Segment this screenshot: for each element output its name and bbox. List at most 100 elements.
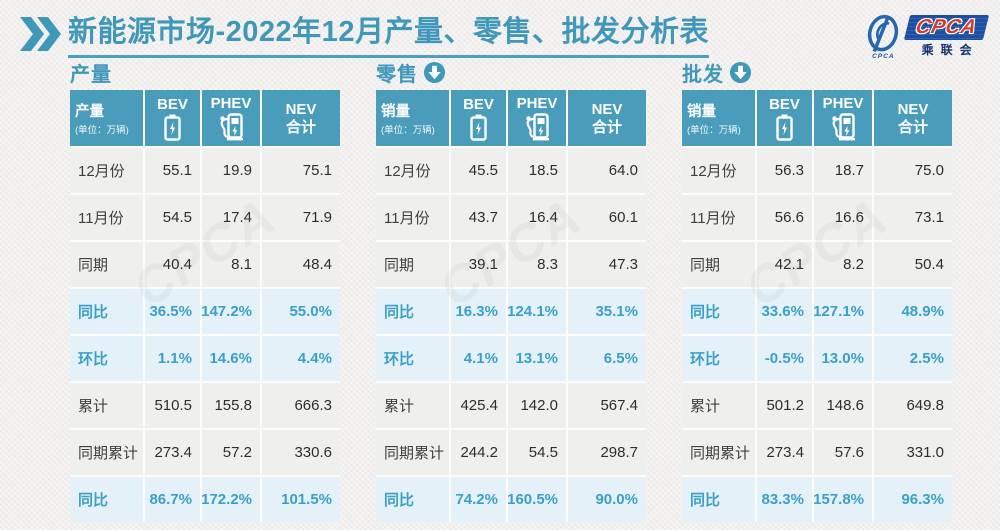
col-header-metric: 产量 (单位：万辆) [70,90,143,146]
row-label: 累计 [376,383,449,428]
section-title-label: 批发 [682,63,724,86]
charging-station-icon [220,113,243,141]
bev-value: 42.1 [757,242,812,287]
row-label: 同期 [70,242,143,287]
nev-value: 298.7 [568,430,646,475]
cpca-logo-subtext: 乘联会 [921,42,979,57]
nev-label-line2: 合计 [591,118,622,136]
row-label: 12月份 [70,148,143,193]
panel-wholesale: 批发 销量 (单位：万辆) BEV PHEV NEV 合计 12月份 56.3 18.7 75.0 1… [682,58,952,522]
metric-label: 销量 [687,104,716,120]
tables-area: 产量 产量 (单位：万辆) BEV PHEV NEV 合计 12月份 55.1 19.9 75.1 1… [70,58,952,522]
phev-value: 57.2 [202,430,260,475]
bev-value: 16.3% [451,289,506,334]
cpca-swirl-caption: CPCA [872,52,895,60]
battery-icon [470,114,487,141]
phev-label: PHEV [516,95,558,112]
bev-value: 510.5 [145,383,200,428]
row-label: 同期累计 [70,430,143,475]
phev-value: 142.0 [508,383,566,428]
down-arrow-icon [423,61,446,83]
bev-value: 36.5% [145,289,200,334]
nev-value: 71.9 [262,195,340,240]
phev-value: 13.0% [814,336,872,381]
nev-value: 73.1 [874,195,952,240]
unit-label: (单位：万辆) [75,125,129,136]
bev-value: 244.2 [451,430,506,475]
down-arrow-icon [729,61,752,83]
phev-value: 8.2 [814,242,872,287]
phev-value: 54.5 [508,430,566,475]
nev-value: 2.5% [874,336,952,381]
cpca-logo-text-block: CPCA 乘联会 [904,14,990,58]
phev-value: 8.1 [202,242,260,287]
nev-label-line2: 合计 [897,118,928,136]
cpca-swirl-icon [868,14,899,52]
col-header-phev: PHEV [202,90,260,146]
phev-value: 157.8% [813,477,872,522]
nev-value: 567.4 [568,383,646,428]
page-title-rest: -2022年12月产量、零售、批发分析表 [215,16,709,48]
phev-value: 172.2% [201,477,260,522]
phev-value: 13.1% [508,336,566,381]
cpca-logo-text: CPCA [913,15,980,38]
nev-label-line2: 合计 [285,118,316,136]
bev-value: 501.2 [757,383,812,428]
cpca-swirl: CPCA [862,13,904,60]
bev-value: 1.1% [145,336,200,381]
phev-value: 18.7 [814,148,872,193]
nev-label-line1: NEV [897,100,929,118]
bev-value: 273.4 [757,430,812,475]
bev-value: 56.3 [757,148,812,193]
col-header-metric: 销量 (单位：万辆) [376,90,449,146]
row-label: 累计 [70,383,143,428]
bev-value: 86.7% [145,477,200,522]
nev-value: 96.3% [874,477,952,522]
row-label: 同期 [682,242,755,287]
nev-value: 64.0 [568,148,646,193]
bev-value: 33.6% [757,289,812,334]
phev-value: 18.5 [508,148,566,193]
bev-value: 45.5 [451,148,506,193]
phev-value: 14.6% [202,336,260,381]
row-label: 环比 [682,336,755,381]
row-label: 同比 [376,289,449,334]
nev-value: 101.5% [262,477,340,522]
col-header-bev: BEV [145,90,200,146]
row-label: 11月份 [70,195,143,240]
bev-value: 55.1 [145,148,200,193]
table-production: 产量 (单位：万辆) BEV PHEV NEV 合计 12月份 55.1 19.9 75.1 11月… [70,90,340,522]
cpca-logo-plate: CPCA [904,14,990,40]
cpca-logo: CPCA CPCA 乘联会 [862,10,990,62]
metric-label: 销量 [381,104,410,120]
phev-value: 160.5% [507,477,566,522]
bev-value: -0.5% [757,336,812,381]
phev-value: 57.6 [814,430,872,475]
row-label: 同期 [376,242,449,287]
row-label: 同期累计 [682,430,755,475]
row-label: 环比 [376,336,449,381]
bev-value: 39.1 [451,242,506,287]
row-label: 11月份 [682,195,755,240]
page-title-main: 新能源市场 [68,16,216,48]
phev-value: 155.8 [202,383,260,428]
bev-value: 54.5 [145,195,200,240]
section-title-label: 零售 [376,63,418,86]
bev-value: 4.1% [451,336,506,381]
nev-value: 649.8 [874,383,952,428]
phev-value: 17.4 [202,195,260,240]
bev-value: 273.4 [145,430,200,475]
col-header-nev: NEV 合计 [262,90,340,146]
nev-value: 75.1 [262,148,340,193]
nev-value: 666.3 [262,383,340,428]
nev-value: 48.9% [874,289,952,334]
phev-value: 127.1% [813,289,872,334]
row-label: 环比 [70,336,143,381]
nev-value: 35.1% [568,289,646,334]
table-wholesale: 销量 (单位：万辆) BEV PHEV NEV 合计 12月份 56.3 18.7 75.0 11月… [682,90,952,522]
charging-station-icon [526,113,549,141]
phev-label: PHEV [822,95,864,112]
phev-value: 147.2% [201,289,260,334]
phev-value: 8.3 [508,242,566,287]
